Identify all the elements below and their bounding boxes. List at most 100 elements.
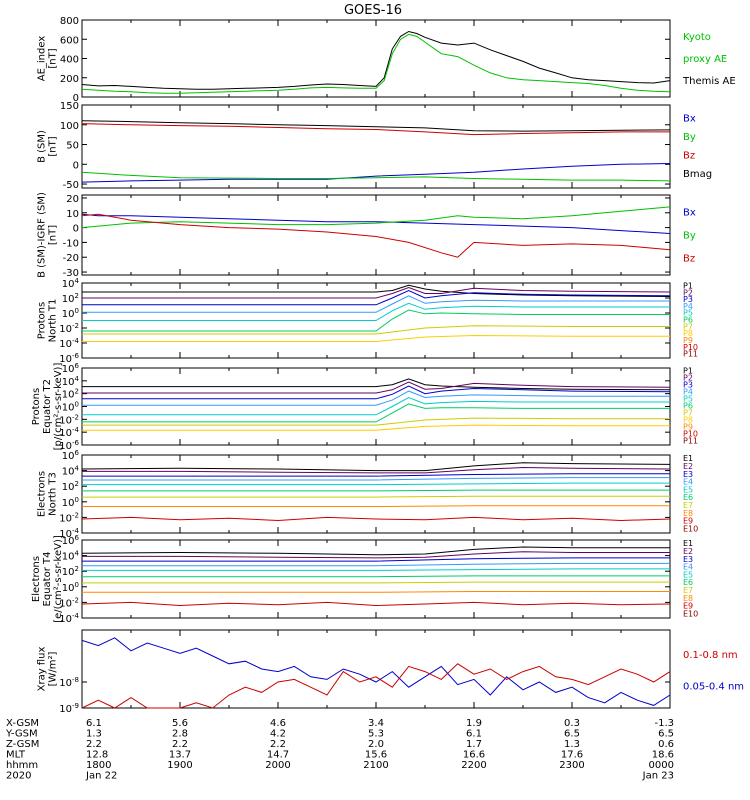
- y-axis-label: Protons: [37, 302, 48, 339]
- time-axis-value: 5.3: [368, 729, 384, 740]
- tick-exponent: -2: [72, 322, 79, 330]
- series-line-e4: [82, 562, 670, 567]
- y-tick-label: 0: [73, 224, 79, 235]
- y-tick-label: 106: [62, 534, 80, 547]
- series-line-bz: [81, 123, 670, 136]
- legend-entry: P11: [683, 437, 698, 446]
- panel-frame: [81, 629, 671, 709]
- y-tick-label: 10-8: [59, 676, 79, 689]
- series-line-e5: [82, 482, 670, 486]
- legend-entry: P5: [683, 309, 693, 318]
- time-axis-value: 3.4: [368, 718, 384, 729]
- tick-exponent: 6: [75, 362, 80, 370]
- panel-8: 10-9 10-8 Xray flux [W/m²] 0.1-0.8 nm 0.05-0.…: [37, 629, 744, 715]
- legend-entry: E8: [683, 594, 693, 603]
- legend-entry: E7: [683, 586, 693, 595]
- legend-entry: P6: [683, 402, 693, 411]
- series-line-e6: [82, 489, 670, 492]
- y-axis-label: B (SM): [37, 130, 48, 163]
- y-tick-label: 100: [62, 401, 79, 414]
- time-axis-value: 14.7: [267, 750, 289, 761]
- series-line-e3: [82, 473, 670, 477]
- time-axis-value: 12.8: [86, 750, 108, 761]
- time-axis-value: 16.6: [463, 750, 485, 761]
- legend-entry: P3: [683, 295, 693, 304]
- legend-entry: P8: [683, 329, 693, 338]
- series-line-p6: [82, 309, 670, 332]
- series-line-e7: [82, 581, 670, 584]
- legend-entry: E8: [683, 509, 693, 518]
- legend-entry: P5: [683, 395, 693, 404]
- legend-entry: Bmag: [683, 169, 712, 180]
- time-axis-value: 0.6: [658, 739, 674, 750]
- tick-exponent: 0: [75, 307, 79, 315]
- tick-exponent: 2: [75, 388, 79, 396]
- y-tick-label: 800: [60, 16, 79, 27]
- series-line-e4: [82, 477, 670, 481]
- series-line-p4: [82, 390, 670, 406]
- time-axis-value: 18.6: [652, 750, 674, 761]
- legend-entry: E7: [683, 501, 693, 510]
- legend-entry: E9: [683, 517, 693, 526]
- series-line-e5: [82, 568, 670, 571]
- legend-entry: Kyoto: [683, 32, 711, 43]
- legend-entry: E2: [683, 547, 693, 556]
- y-axis-label: Electrons: [37, 471, 48, 517]
- time-axis-value: 2.2: [270, 739, 286, 750]
- y-tick-label: 100: [60, 121, 79, 132]
- y-tick-label: -50: [63, 180, 79, 191]
- series-line-p1: [82, 284, 671, 297]
- series-line-bz: [81, 213, 671, 258]
- legend-entry: E10: [683, 609, 698, 618]
- legend-entry: E1: [683, 454, 693, 463]
- tick-exponent: 6: [75, 534, 80, 542]
- panel-frame: [81, 104, 671, 189]
- series-line-e3: [82, 557, 670, 562]
- series-line-by: [81, 171, 671, 182]
- y-axis-label: Equator T2: [42, 379, 53, 434]
- panel-frame: [81, 454, 671, 534]
- legend-entry: P9: [683, 336, 693, 345]
- series-line-p2: [82, 381, 671, 394]
- time-axis-value: 2.2: [86, 739, 102, 750]
- legend-entry: E1: [683, 539, 693, 548]
- y-tick-label: 10-2: [59, 511, 79, 524]
- legend-entry: E3: [683, 555, 693, 564]
- y-tick-label: 100: [62, 581, 79, 594]
- tick-exponent: -6: [72, 352, 80, 360]
- time-axis-table: X-GSMY-GSMZ-GSMMLThhmm20206.11.32.212.81…: [5, 718, 674, 782]
- series-line-p8: [82, 424, 670, 431]
- y-axis-label: [nT]: [48, 48, 59, 68]
- legend-entry: Themis AE: [682, 76, 736, 87]
- y-axis-label: Xray flux: [37, 647, 48, 692]
- series-line-p8: [82, 334, 670, 342]
- y-axis-label: [e/(cm²-s-sr-keV)]: [53, 535, 64, 623]
- y-axis-label: [W/m²]: [48, 651, 59, 686]
- legend-entry: P10: [683, 343, 698, 352]
- tick-exponent: -2: [72, 511, 79, 519]
- time-axis-row-label: X-GSM: [6, 718, 39, 729]
- tick-exponent: -6: [72, 439, 80, 447]
- y-tick-label: 10: [66, 209, 79, 220]
- time-axis-row-label: 2020: [6, 771, 31, 782]
- tick-exponent: -8: [72, 676, 79, 684]
- series-line-p7: [82, 417, 670, 426]
- legend-entry: 0.1-0.8 nm: [683, 650, 738, 661]
- y-tick-label: -30: [63, 268, 79, 279]
- legend-entry: E3: [683, 470, 693, 479]
- legend-entry: E4: [683, 563, 693, 572]
- y-axis-label: North T3: [48, 472, 59, 516]
- legend-entry: Bx: [683, 208, 696, 219]
- time-axis-row-label: Y-GSM: [5, 729, 38, 740]
- tick-exponent: 6: [75, 449, 80, 457]
- legend-entry: E6: [683, 578, 693, 587]
- y-axis-label: Protons: [31, 388, 42, 425]
- time-axis-value: Jan 22: [85, 771, 117, 782]
- series-line-0-1-0-8-nm: [81, 663, 671, 709]
- y-tick-label: 102: [62, 292, 79, 305]
